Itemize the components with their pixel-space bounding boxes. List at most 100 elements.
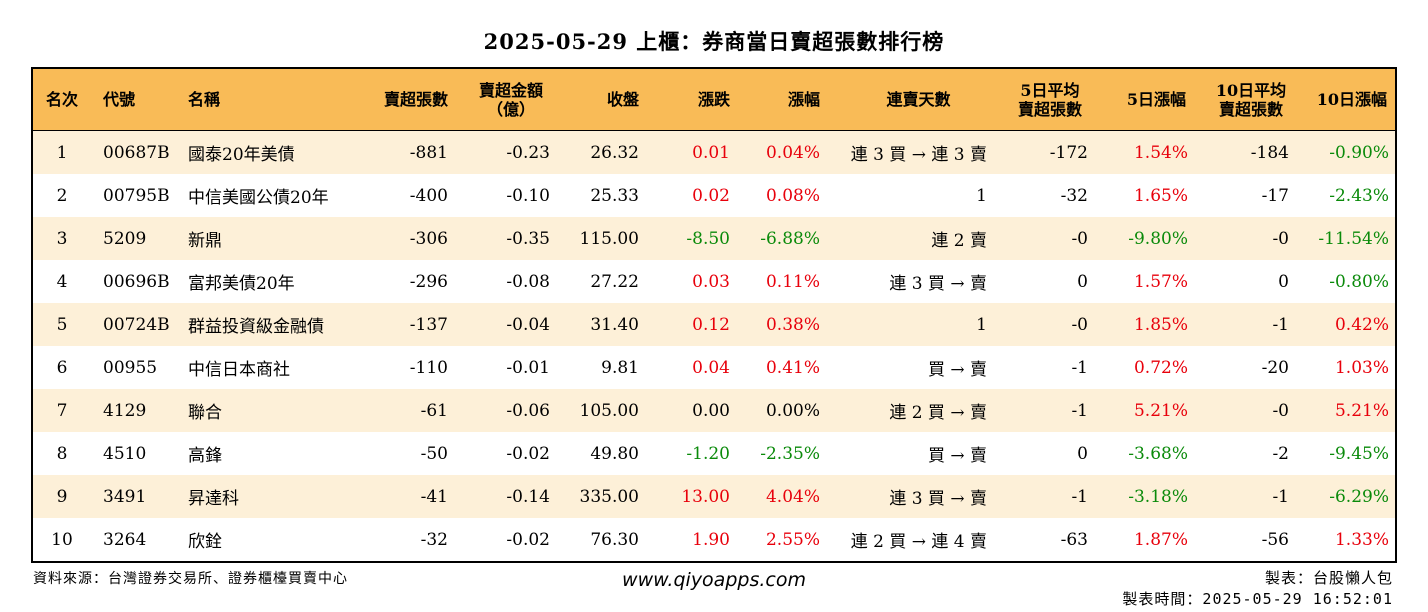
cell-avg10: -0 xyxy=(1272,228,1289,249)
cell-chg5: -3.18% xyxy=(1128,486,1188,507)
cell-change: 1.90 xyxy=(692,529,730,550)
footer-credits: 製表：台股懶人包 製表時間：2025-05-29 16:52:01 xyxy=(1122,568,1393,610)
header-streak: 連賣天數 xyxy=(886,90,951,109)
cell-chg5: 1.54% xyxy=(1133,142,1188,163)
cell-chg5: 1.87% xyxy=(1133,529,1188,550)
cell-avg10: -2 xyxy=(1272,443,1289,464)
cell-avg5: -1 xyxy=(1071,357,1088,378)
cell-rank: 1 xyxy=(56,142,68,163)
header-sell-lots: 賣超張數 xyxy=(383,90,448,109)
header-avg5-line1: 5日平均 xyxy=(1020,80,1080,100)
cell-close: 27.22 xyxy=(590,271,639,292)
cell-name: 富邦美債20年 xyxy=(188,274,295,294)
cell-chg5: 1.57% xyxy=(1133,271,1188,292)
cell-streak: 連 3 買 → 賣 xyxy=(889,489,987,509)
cell-sell-amount: -0.06 xyxy=(506,400,550,421)
cell-chg5: 1.65% xyxy=(1133,185,1188,206)
table-body: 1 00687B 國泰20年美債 -881 -0.23 26.32 0.01 0.04% 連 3… xyxy=(33,131,1395,561)
cell-name: 昇達科 xyxy=(188,489,239,509)
cell-name: 高鋒 xyxy=(188,446,222,466)
cell-change: 0.02 xyxy=(692,185,730,206)
cell-sell-amount: -0.35 xyxy=(506,228,550,249)
header-avg5: 5日平均 賣超張數 xyxy=(987,81,1088,119)
header-code: 代號 xyxy=(103,90,136,109)
table-header: 名次 代號 名稱 賣超張數 賣超金額 （億） 收盤 漲跌 漲幅 連賣天數 5日平… xyxy=(33,69,1395,131)
cell-change-pct: 0.11% xyxy=(765,271,820,292)
cell-sell-lots: -400 xyxy=(409,185,448,206)
website-link[interactable]: www.qiyoapps.com xyxy=(622,569,806,591)
cell-rank: 2 xyxy=(56,185,68,206)
cell-change-pct: -6.88% xyxy=(760,228,820,249)
cell-chg10: -2.43% xyxy=(1329,185,1389,206)
cell-avg10: -1 xyxy=(1272,314,1289,335)
cell-change: 0.12 xyxy=(692,314,730,335)
cell-streak: 1 xyxy=(976,314,987,335)
header-sell-amount-line2: （億） xyxy=(486,99,535,119)
cell-code: 4129 xyxy=(103,400,147,421)
cell-close: 76.30 xyxy=(590,529,639,550)
cell-change: 0.04 xyxy=(692,357,730,378)
cell-chg5: 5.21% xyxy=(1133,400,1188,421)
cell-sell-amount: -0.23 xyxy=(506,142,550,163)
cell-rank: 4 xyxy=(56,271,68,292)
cell-code: 4510 xyxy=(103,443,147,464)
table-row: 4 00696B 富邦美債20年 -296 -0.08 27.22 0.03 0.11% 連 3… xyxy=(33,260,1395,303)
header-chg5: 5日漲幅 xyxy=(1126,90,1186,109)
cell-rank: 5 xyxy=(56,314,68,335)
cell-rank: 3 xyxy=(56,228,68,249)
cell-streak: 連 2 賣 xyxy=(931,231,987,251)
cell-close: 31.40 xyxy=(590,314,639,335)
header-change: 漲跌 xyxy=(697,90,730,109)
header-sell-amount-line1: 賣超金額 xyxy=(478,80,543,100)
cell-sell-lots: -296 xyxy=(409,271,448,292)
cell-avg5: -1 xyxy=(1071,400,1088,421)
header-rank: 名次 xyxy=(45,90,78,109)
data-source: 資料來源：台灣證券交易所、證券櫃檯買賣中心 xyxy=(33,571,348,587)
cell-change-pct: 0.41% xyxy=(765,357,820,378)
cell-chg10: 5.21% xyxy=(1334,400,1389,421)
cell-sell-lots: -110 xyxy=(409,357,448,378)
cell-chg10: -0.80% xyxy=(1329,271,1389,292)
cell-close: 26.32 xyxy=(590,142,639,163)
cell-name: 國泰20年美債 xyxy=(188,145,295,165)
cell-sell-amount: -0.02 xyxy=(506,443,550,464)
cell-avg5: -0 xyxy=(1071,228,1088,249)
cell-chg10: -11.54% xyxy=(1318,228,1389,249)
cell-avg5: -0 xyxy=(1071,314,1088,335)
cell-code: 00795B xyxy=(103,185,170,206)
cell-chg5: -9.80% xyxy=(1128,228,1188,249)
cell-streak: 連 2 買 → 連 4 賣 xyxy=(850,532,987,552)
cell-rank: 7 xyxy=(56,400,68,421)
cell-chg10: -9.45% xyxy=(1329,443,1389,464)
cell-change-pct: 0.08% xyxy=(765,185,820,206)
table-row: 7 4129 聯合 -61 -0.06 105.00 0.00 0.00% 連 2 買 → 賣 -… xyxy=(33,389,1395,432)
cell-sell-amount: -0.08 xyxy=(506,271,550,292)
cell-sell-lots: -306 xyxy=(409,228,448,249)
cell-change: 0.01 xyxy=(692,142,730,163)
cell-code: 00724B xyxy=(103,314,170,335)
cell-change: -1.20 xyxy=(686,443,730,464)
table-row: 5 00724B 群益投資級金融債 -137 -0.04 31.40 0.12 0.38% 1 -… xyxy=(33,303,1395,346)
cell-change-pct: 4.04% xyxy=(765,486,820,507)
cell-change: 13.00 xyxy=(681,486,730,507)
cell-avg5: -172 xyxy=(1049,142,1088,163)
page-title: 2025-05-29 上櫃：券商當日賣超張數排行榜 xyxy=(483,29,945,54)
cell-rank: 10 xyxy=(51,529,73,550)
cell-sell-amount: -0.10 xyxy=(506,185,550,206)
cell-sell-amount: -0.14 xyxy=(506,486,550,507)
cell-change: 0.00 xyxy=(692,400,730,421)
cell-sell-lots: -32 xyxy=(420,529,448,550)
cell-close: 105.00 xyxy=(579,400,639,421)
cell-change: 0.03 xyxy=(692,271,730,292)
cell-change: -8.50 xyxy=(686,228,730,249)
header-sell-amount: 賣超金額 （億） xyxy=(450,81,550,119)
cell-code: 3491 xyxy=(103,486,147,507)
cell-code: 5209 xyxy=(103,228,147,249)
table-row: 8 4510 高鋒 -50 -0.02 49.80 -1.20 -2.35% 買 → 賣 0 -3.… xyxy=(33,432,1395,475)
cell-streak: 1 xyxy=(976,185,987,206)
cell-close: 25.33 xyxy=(590,185,639,206)
table-row: 10 3264 欣銓 -32 -0.02 76.30 1.90 2.55% 連 2 買 → 連 … xyxy=(33,518,1395,561)
cell-avg10: 0 xyxy=(1278,271,1289,292)
cell-chg5: -3.68% xyxy=(1128,443,1188,464)
cell-code: 3264 xyxy=(103,529,147,550)
